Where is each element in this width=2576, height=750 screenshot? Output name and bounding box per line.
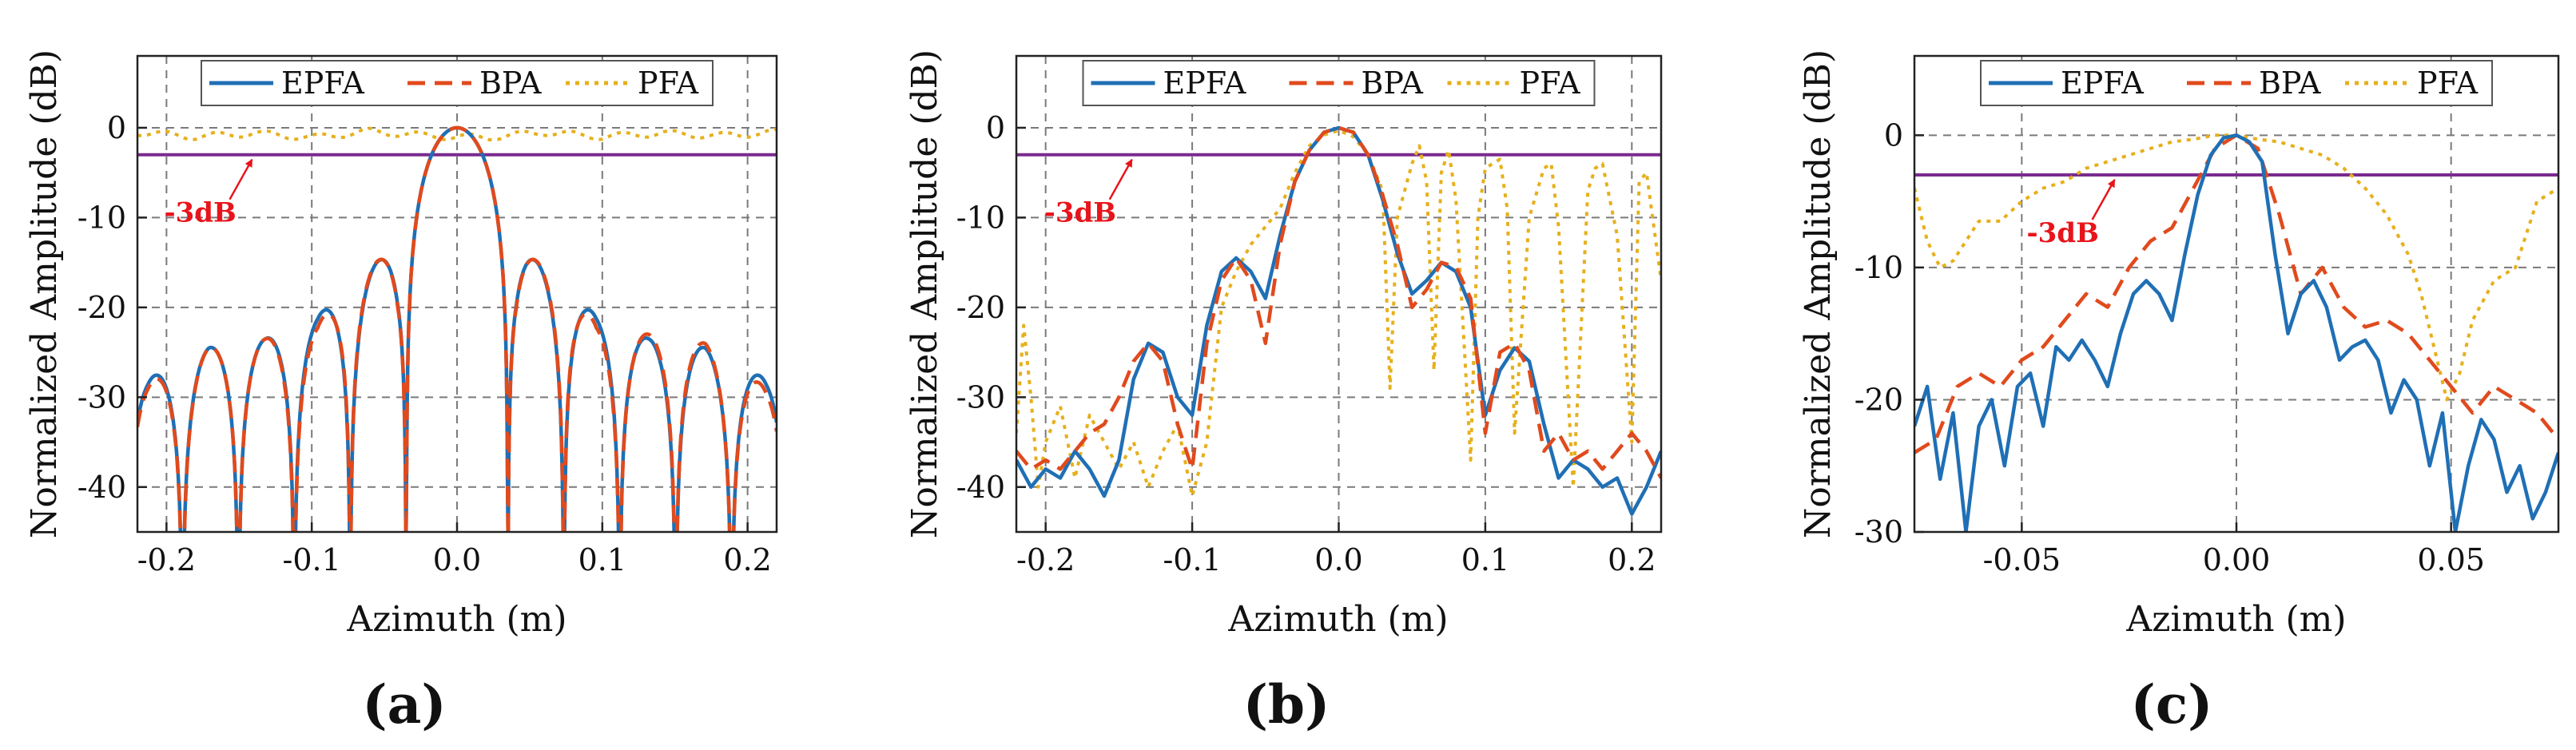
panel-b-ytick-label: -30 [956,379,1005,415]
panel-a-ytick-label: -20 [78,290,126,325]
panel-a-ytick-label: 0 [107,110,126,145]
panel-c-ylabel: Normalized Amplitude (dB) [1798,50,1839,538]
panel-b-plot-area [1016,125,1661,516]
panel-c-plot-area [1914,133,2558,532]
panel-a: -0.2 -0.1 0.0 0.1 0.2 0 -10 -20 -30 -40 -3dB EPFA… [24,50,778,736]
panel-b-xtick-label: 0.0 [1314,542,1362,577]
panel-b-legend-box [1082,60,1596,106]
panel-a-legend-box [201,60,714,106]
panel-c-xlabel: Azimuth (m) [2125,599,2346,640]
panel-b-ytick-label: 0 [986,110,1005,145]
panel-b-ylabel: Normalized Amplitude (dB) [904,50,945,538]
panel-a-xlabel: Azimuth (m) [346,599,566,640]
panel-a-legend: EPFA BPA PFA [201,60,714,106]
panel-a-ytick-label: -40 [78,470,126,505]
panel-a-legend-pfa: PFA [638,65,699,101]
panel-c-ticks: -0.05 0.00 0.05 0 -10 -20 -30 [1854,117,2485,577]
panel-b-annotation-arrow [1108,158,1133,200]
panel-b-legend: EPFA BPA PFA [1082,60,1596,106]
panel-b-legend-bpa: BPA [1362,65,1424,101]
panel-c-grid [1914,56,2558,533]
panel-a-ylabel: Normalized Amplitude (dB) [24,50,65,538]
panel-b-label: (b) [1243,673,1330,736]
panel-a-legend-bpa: BPA [479,65,542,101]
panel-c-ytick-label: -10 [1854,250,1903,285]
panel-b-grid [1016,56,1661,532]
panel-c-xtick-label: -0.05 [1983,542,2061,577]
panel-b-xtick-label: -0.2 [1016,542,1075,577]
panel-b-ytick-label: -40 [956,470,1005,505]
panel-c-annotation: -3dB [2027,179,2116,249]
panel-c-ytick-label: -30 [1854,514,1903,550]
panel-a-plot-area [137,125,777,532]
panel-b-series-pfa [1016,129,1661,498]
panel-c-annotation-label: -3dB [2027,217,2099,249]
panel-a-ytick-label: -10 [78,200,126,235]
panel-b-ytick-label: -20 [956,290,1005,325]
panel-b-legend-epfa: EPFA [1163,65,1246,101]
panel-b-xtick-label: 0.2 [1608,542,1656,577]
panel-c-legend-box [1980,60,2493,106]
panel-b-series-bpa [1016,125,1661,479]
panel-b-xtick-label: 0.1 [1461,542,1509,577]
panel-a-series-bpa [137,125,777,532]
panel-b-annotation: -3dB [1044,158,1133,229]
panel-c: -0.05 0.00 0.05 0 -10 -20 -30 -3dB EPFA BPA PF… [1798,50,2560,736]
panel-a-legend-epfa: EPFA [281,65,364,101]
panel-b-series-epfa [1016,125,1661,516]
panel-b-xtick-label: -0.1 [1163,542,1221,577]
panel-c-annotation-arrow [2091,179,2116,220]
panel-c-legend-epfa: EPFA [2061,65,2144,101]
panel-a-xtick-label: 0.0 [433,542,481,577]
panel-a-grid [137,56,777,532]
panel-a-annotation-arrow [229,158,253,200]
panel-c-xtick-label: 0.00 [2203,542,2271,577]
panel-b-annotation-label: -3dB [1044,197,1116,229]
panel-b: -0.2 -0.1 0.0 0.1 0.2 0 -10 -20 -30 -40 -3dB EPFA… [904,50,1663,736]
panel-a-ticks: -0.2 -0.1 0.0 0.1 0.2 0 -10 -20 -30 -40 [78,110,772,577]
panel-c-legend-pfa: PFA [2417,65,2479,101]
panel-a-xtick-label: -0.2 [137,542,196,577]
panel-c-legend: EPFA BPA PFA [1980,60,2493,106]
panel-a-annotation-label: -3dB [164,197,236,229]
panel-a-xtick-label: 0.1 [578,542,626,577]
panel-c-legend-bpa: BPA [2259,65,2321,101]
panel-c-label: (c) [2131,673,2213,736]
panel-b-xlabel: Azimuth (m) [1227,599,1448,640]
panel-a-ytick-label: -30 [78,379,126,415]
panel-a-xtick-label: -0.1 [283,542,341,577]
panel-b-ytick-label: -10 [956,200,1005,235]
panel-a-label: (a) [362,673,446,736]
panel-a-xtick-label: 0.2 [723,542,771,577]
panel-c-ytick-label: 0 [1884,117,1903,153]
panel-b-legend-pfa: PFA [1520,65,1581,101]
panel-b-ticks: -0.2 -0.1 0.0 0.1 0.2 0 -10 -20 -30 -40 [956,110,1656,577]
panel-c-ytick-label: -20 [1854,382,1903,417]
panel-a-annotation: -3dB [164,158,253,229]
panel-c-xtick-label: 0.05 [2417,542,2485,577]
panel-c-series-epfa [1914,133,2558,532]
